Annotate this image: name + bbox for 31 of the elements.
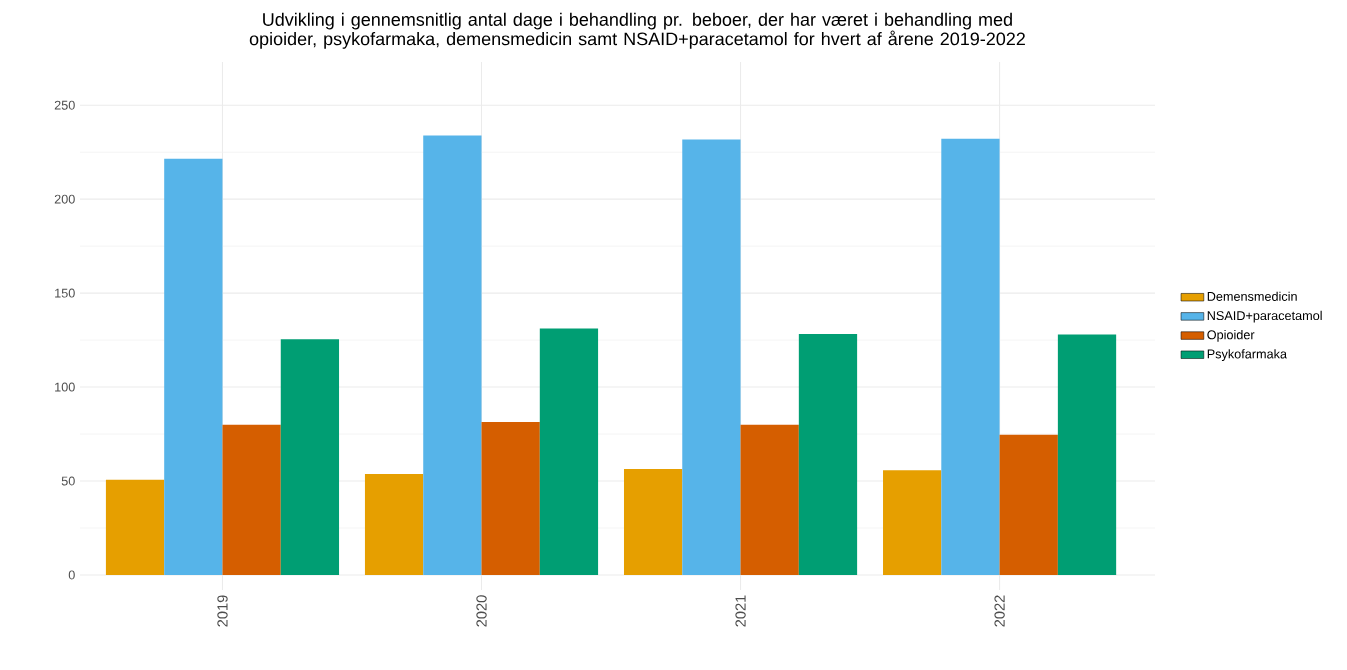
bar: [740, 424, 799, 575]
bar: [883, 470, 942, 575]
y-tick-label: 0: [68, 570, 75, 580]
chart-title: Udvikling i gennemsnitlig antal dage i behandling pr. beboer, der har været i behandling med opioider, psykofarmaka, demensmedicin samt NSAID+paracetamol for hvert af årene 2019-2022: [249, 12, 1025, 49]
x-tick-label: 2020: [476, 595, 487, 627]
bar: [623, 468, 683, 575]
bar: [105, 479, 165, 575]
bar: [364, 474, 424, 575]
bar: [1057, 334, 1117, 575]
bar: [999, 434, 1058, 575]
bar: [539, 328, 599, 575]
x-tick-label: 2022: [994, 595, 1005, 627]
y-tick-label: 200: [54, 194, 75, 204]
bar: [164, 158, 223, 575]
legend-label: NSAID+paracetamol: [1207, 310, 1322, 323]
x-tick-label: 2021: [735, 595, 746, 627]
bar: [798, 333, 858, 575]
bar: [280, 339, 340, 575]
bar: [222, 424, 281, 575]
bar: [481, 422, 540, 575]
x-tick-label: 2019: [217, 595, 228, 627]
bar: [682, 139, 741, 575]
y-tick-label: 150: [55, 288, 75, 298]
legend-label: Psykofarmaka: [1207, 349, 1287, 361]
y-tick-label: 250: [54, 100, 75, 110]
bar: [941, 138, 1000, 575]
y-tick-label: 100: [55, 382, 75, 392]
legend-label: Demensmedicin: [1207, 291, 1297, 301]
legend-label: Opioider: [1207, 329, 1255, 342]
y-tick-label: 50: [61, 476, 75, 486]
bar: [423, 135, 482, 575]
